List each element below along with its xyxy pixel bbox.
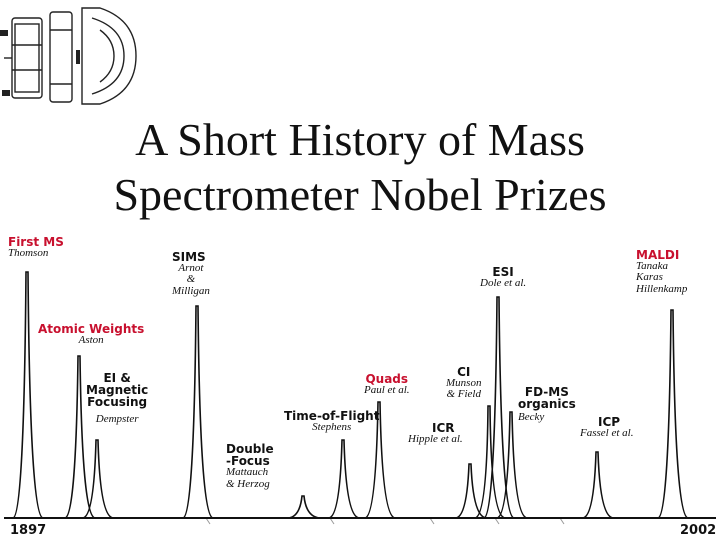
peak-heading: Magnetic <box>86 383 149 398</box>
peak-double-focus <box>288 495 320 519</box>
peak-names: Arnot <box>178 262 204 275</box>
peak-label-time-of-flight: Time-of-Flight Stephens <box>284 410 379 433</box>
peak-time-of-flight <box>328 439 360 519</box>
peak-label-sims: SIMS Arnot & Milligan <box>172 251 210 297</box>
peak-names: Dole et al. <box>480 277 527 290</box>
peak-heading: First MS <box>8 235 64 249</box>
peak-sims <box>182 305 214 519</box>
peak-heading: CI <box>457 365 471 379</box>
peak-heading: EI & <box>103 371 131 385</box>
peak-names: Fassel et al. <box>580 427 634 440</box>
peak-heading: MALDI <box>636 248 680 262</box>
peak-label-first-ms: First MS Thomson <box>8 236 64 259</box>
peak-esi <box>483 296 515 519</box>
peak-heading: -Focus <box>226 454 270 469</box>
peak-label-atomic-weights: Atomic Weights Aston <box>38 323 144 346</box>
peak-names: Karas <box>636 271 663 284</box>
peak-heading: ESI <box>492 265 514 279</box>
peak-heading: Atomic Weights <box>38 322 145 336</box>
spectrum-peaks <box>12 271 689 525</box>
slide-title: A Short History of Mass Spectrometer Nob… <box>0 112 720 222</box>
peak-ci <box>474 405 506 519</box>
peak-names: Aston <box>78 334 104 347</box>
peak-heading: FD-MS <box>524 385 569 399</box>
peak-label-double-focus: Double -Focus Mattauch & Herzog <box>226 443 274 490</box>
ion-source-lens-icon <box>0 7 137 105</box>
peak-names: Paul et al. <box>364 384 410 397</box>
peak-names: & Field <box>446 388 481 401</box>
peak-maldi <box>657 309 689 519</box>
peak-names: Dempster <box>95 412 139 425</box>
peak-names: & <box>186 273 196 286</box>
title-line-2: Spectrometer Nobel Prizes <box>113 169 607 220</box>
peak-names: Munson <box>446 377 482 390</box>
peak-names: Milligan <box>172 284 210 297</box>
peak-quads <box>364 401 396 519</box>
peak-names: Stephens <box>312 421 352 434</box>
peak-heading: Double <box>226 442 274 456</box>
peak-names: & Herzog <box>226 477 270 490</box>
peak-heading: SIMS <box>172 250 206 264</box>
peak-names: Hipple et al. <box>408 433 463 446</box>
peak-label-icr: ICR Hipple et al. <box>408 422 463 445</box>
peak-label-ei-magnetic-focusing: EI & Magnetic Focusing Dempster <box>86 372 148 425</box>
peak-heading: organics <box>518 397 576 412</box>
peak-names: Mattauch <box>226 466 269 479</box>
peak-icp <box>582 451 614 519</box>
peak-names: Hillenkamp <box>636 282 688 295</box>
peak-atomic-weights <box>64 355 96 519</box>
peak-heading: Time-of-Flight <box>284 409 380 423</box>
peak-heading: Quads <box>365 372 409 386</box>
end-year-label: 2002 <box>680 523 717 538</box>
peak-label-ci: CI Munson & Field <box>446 366 481 401</box>
peak-fd-ms-organics <box>496 411 528 519</box>
peak-heading: Focusing <box>87 395 148 410</box>
peak-first-ms <box>12 271 44 519</box>
peak-label-esi: ESI Dole et al. <box>480 266 526 289</box>
peak-label-fd-ms-organics: FD-MS organics Becky <box>518 386 576 424</box>
peak-label-icp: ICP Fassel et al. <box>580 416 633 439</box>
peak-names: Becky <box>518 411 545 424</box>
peak-heading: ICP <box>598 415 621 429</box>
peak-icr <box>455 463 487 519</box>
peak-heading: ICR <box>432 421 455 435</box>
peak-ei-magnetic-focusing <box>82 439 114 519</box>
title-line-1: A Short History of Mass <box>135 114 585 165</box>
peak-names: Tanaka <box>636 260 668 273</box>
start-year-label: 1897 <box>10 523 47 538</box>
peak-label-quads: Quads Paul et al. <box>364 373 410 396</box>
peak-names: Thomson <box>8 247 49 260</box>
peak-label-maldi: MALDI Tanaka Karas Hillenkamp <box>636 249 687 295</box>
